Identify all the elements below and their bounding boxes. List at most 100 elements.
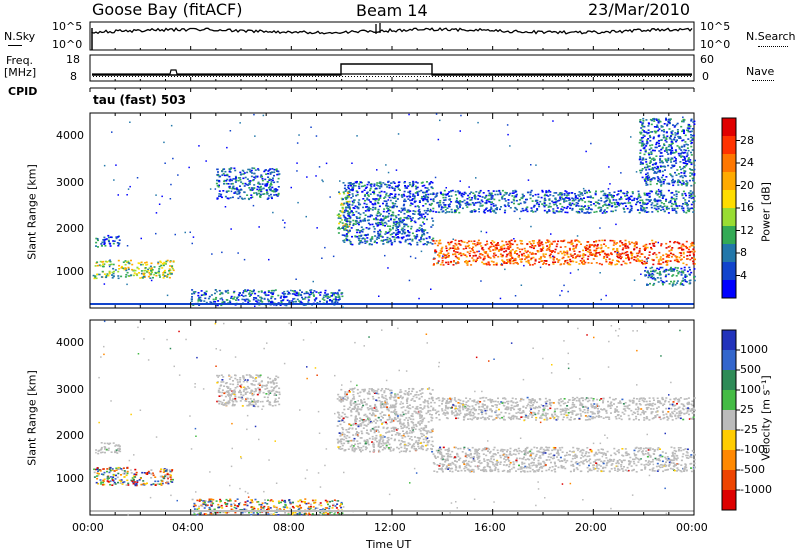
data-pixel xyxy=(653,126,656,128)
data-pixel xyxy=(338,289,341,291)
data-pixel xyxy=(658,150,661,152)
data-pixel xyxy=(442,194,445,196)
data-pixel xyxy=(538,240,541,243)
data-pixel xyxy=(642,158,645,161)
data-pixel xyxy=(380,235,383,238)
data-pixel xyxy=(357,229,360,231)
data-pixel xyxy=(627,259,630,261)
sparse-pixel xyxy=(310,126,312,128)
data-pixel xyxy=(689,159,692,161)
sparse-pixel xyxy=(155,232,157,235)
data-pixel xyxy=(682,159,685,161)
data-pixel xyxy=(629,261,632,264)
data-pixel xyxy=(650,248,653,250)
data-pixel xyxy=(291,290,294,292)
data-pixel xyxy=(229,389,232,392)
data-pixel xyxy=(166,273,169,276)
data-pixel xyxy=(149,277,152,279)
sparse-pixel xyxy=(242,170,245,172)
nave-dot xyxy=(669,76,670,77)
data-pixel xyxy=(392,214,395,216)
data-pixel xyxy=(469,255,471,257)
data-pixel xyxy=(444,209,447,211)
nave-dot xyxy=(534,76,535,77)
data-pixel xyxy=(388,228,391,230)
data-pixel xyxy=(674,180,676,182)
data-pixel xyxy=(548,189,551,192)
data-pixel xyxy=(120,266,123,269)
data-pixel xyxy=(99,260,102,263)
nave-dot xyxy=(207,76,208,77)
data-pixel xyxy=(577,210,580,213)
data-pixel xyxy=(331,295,334,297)
data-pixel xyxy=(543,194,546,197)
data-pixel xyxy=(651,258,654,261)
data-pixel xyxy=(665,270,667,272)
data-pixel xyxy=(608,258,611,260)
data-pixel xyxy=(208,295,211,298)
data-pixel xyxy=(114,483,117,485)
data-pixel xyxy=(342,204,345,206)
data-pixel xyxy=(379,182,382,185)
data-pixel xyxy=(589,253,592,255)
data-pixel xyxy=(377,202,380,205)
data-pixel xyxy=(526,198,528,201)
data-pixel xyxy=(650,246,652,249)
data-pixel xyxy=(135,484,138,487)
data-pixel xyxy=(421,231,424,233)
nave-dot xyxy=(93,76,94,77)
data-pixel xyxy=(344,190,347,192)
data-pixel xyxy=(537,250,540,252)
data-pixel xyxy=(648,196,651,198)
data-pixel xyxy=(157,261,160,264)
data-pixel xyxy=(158,265,161,268)
data-pixel xyxy=(665,176,668,178)
sparse-pixel xyxy=(429,208,432,211)
data-pixel xyxy=(620,202,623,205)
data-pixel xyxy=(594,255,597,257)
data-pixel xyxy=(678,205,681,207)
data-pixel xyxy=(259,176,262,178)
data-pixel xyxy=(394,202,397,205)
data-pixel xyxy=(659,272,662,275)
data-pixel xyxy=(342,214,345,217)
data-pixel xyxy=(411,198,414,200)
data-pixel xyxy=(683,170,686,172)
data-pixel xyxy=(281,299,284,302)
data-pixel xyxy=(235,177,237,179)
data-pixel xyxy=(402,236,405,238)
data-pixel xyxy=(587,255,590,258)
data-pixel xyxy=(651,119,654,122)
data-pixel xyxy=(690,134,692,136)
data-pixel xyxy=(97,470,99,472)
data-pixel xyxy=(342,198,344,200)
data-pixel xyxy=(358,239,361,242)
nave-dot xyxy=(168,76,169,77)
data-pixel xyxy=(343,241,346,243)
data-pixel xyxy=(259,196,262,198)
data-pixel xyxy=(439,204,442,206)
data-pixel xyxy=(238,192,241,195)
data-pixel xyxy=(286,299,289,302)
data-pixel xyxy=(490,203,493,206)
data-pixel xyxy=(329,295,332,297)
data-pixel xyxy=(628,196,631,199)
data-pixel xyxy=(283,290,286,293)
data-pixel xyxy=(691,149,694,151)
data-pixel xyxy=(497,244,500,246)
data-pixel xyxy=(455,205,458,207)
data-pixel xyxy=(523,247,526,250)
data-pixel xyxy=(441,246,444,249)
sparse-pixel xyxy=(435,113,438,115)
nave-dot xyxy=(684,76,685,77)
data-pixel xyxy=(378,182,381,184)
data-pixel xyxy=(680,149,683,151)
data-pixel xyxy=(375,198,378,200)
sparse-pixel xyxy=(499,297,502,300)
data-pixel xyxy=(130,472,133,474)
data-pixel xyxy=(619,189,622,192)
data-pixel xyxy=(676,260,679,263)
data-pixel xyxy=(502,260,505,263)
data-pixel xyxy=(150,268,152,271)
data-pixel xyxy=(665,146,668,149)
